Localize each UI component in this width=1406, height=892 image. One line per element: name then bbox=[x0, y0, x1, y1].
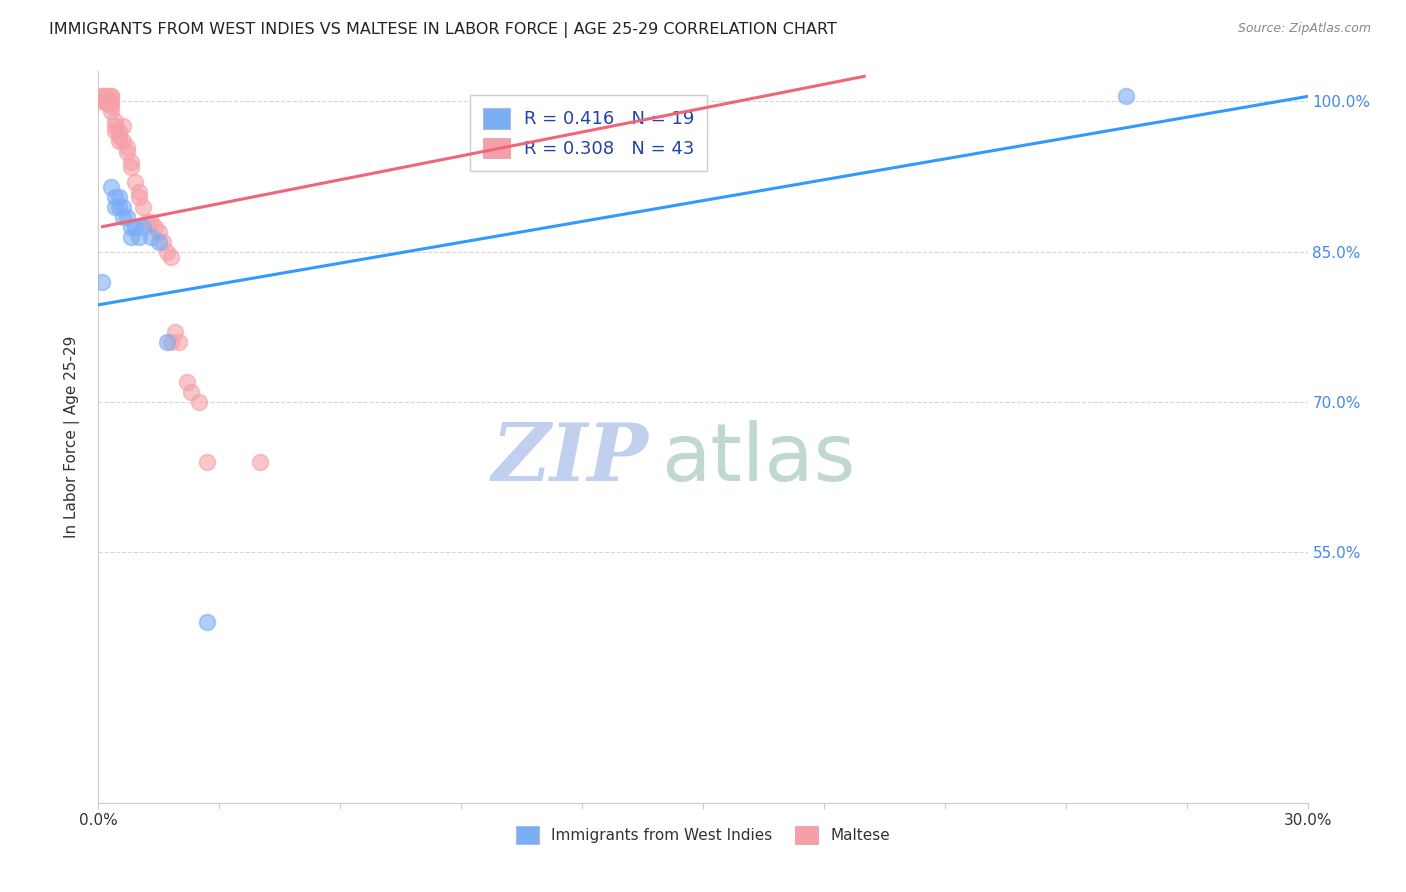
Point bbox=[115, 139, 138, 153]
Point bbox=[128, 185, 150, 199]
Point bbox=[111, 200, 134, 214]
Point bbox=[132, 219, 155, 234]
Point bbox=[135, 214, 157, 228]
Point bbox=[115, 145, 138, 159]
Point bbox=[139, 214, 162, 228]
Point bbox=[176, 375, 198, 389]
Point bbox=[188, 395, 211, 409]
Point bbox=[91, 89, 114, 103]
Point bbox=[100, 179, 122, 194]
Point bbox=[160, 334, 183, 349]
Point bbox=[103, 120, 125, 134]
Point bbox=[100, 89, 122, 103]
Text: atlas: atlas bbox=[661, 420, 855, 498]
Point bbox=[124, 219, 146, 234]
Point bbox=[91, 95, 114, 109]
Point bbox=[180, 384, 202, 399]
Point bbox=[103, 189, 125, 203]
Y-axis label: In Labor Force | Age 25-29: In Labor Force | Age 25-29 bbox=[63, 336, 80, 538]
Point bbox=[160, 250, 183, 264]
Point bbox=[100, 89, 122, 103]
Point bbox=[195, 615, 218, 630]
Point bbox=[96, 95, 118, 109]
Text: ZIP: ZIP bbox=[492, 420, 648, 498]
Point bbox=[100, 99, 122, 113]
Point bbox=[132, 200, 155, 214]
Point bbox=[100, 95, 122, 109]
Point bbox=[107, 129, 129, 144]
Point bbox=[100, 104, 122, 119]
Point bbox=[148, 225, 170, 239]
Text: Source: ZipAtlas.com: Source: ZipAtlas.com bbox=[1237, 22, 1371, 36]
Point bbox=[120, 219, 142, 234]
Text: IMMIGRANTS FROM WEST INDIES VS MALTESE IN LABOR FORCE | AGE 25-29 CORRELATION CH: IMMIGRANTS FROM WEST INDIES VS MALTESE I… bbox=[49, 22, 837, 38]
Point bbox=[111, 120, 134, 134]
Point bbox=[103, 114, 125, 128]
Point bbox=[139, 229, 162, 244]
Point bbox=[91, 89, 114, 103]
Point bbox=[120, 160, 142, 174]
Point bbox=[128, 229, 150, 244]
Point bbox=[1115, 89, 1137, 103]
Point bbox=[249, 455, 271, 469]
Point bbox=[120, 154, 142, 169]
Point bbox=[103, 200, 125, 214]
Point bbox=[91, 275, 114, 289]
Point bbox=[96, 89, 118, 103]
Point bbox=[107, 124, 129, 138]
Point bbox=[96, 96, 118, 111]
Point bbox=[124, 175, 146, 189]
Point bbox=[107, 135, 129, 149]
Point bbox=[156, 334, 179, 349]
Point bbox=[103, 124, 125, 138]
Point bbox=[111, 210, 134, 224]
Point bbox=[111, 135, 134, 149]
Point bbox=[163, 325, 186, 339]
Point bbox=[115, 210, 138, 224]
Point bbox=[128, 189, 150, 203]
Point bbox=[100, 96, 122, 111]
Point bbox=[148, 235, 170, 249]
Point bbox=[152, 235, 174, 249]
Point bbox=[120, 229, 142, 244]
Point bbox=[167, 334, 190, 349]
Point bbox=[156, 244, 179, 259]
Point bbox=[107, 200, 129, 214]
Point bbox=[107, 189, 129, 203]
Legend: Immigrants from West Indies, Maltese: Immigrants from West Indies, Maltese bbox=[510, 820, 896, 850]
Point bbox=[195, 455, 218, 469]
Point bbox=[143, 219, 166, 234]
